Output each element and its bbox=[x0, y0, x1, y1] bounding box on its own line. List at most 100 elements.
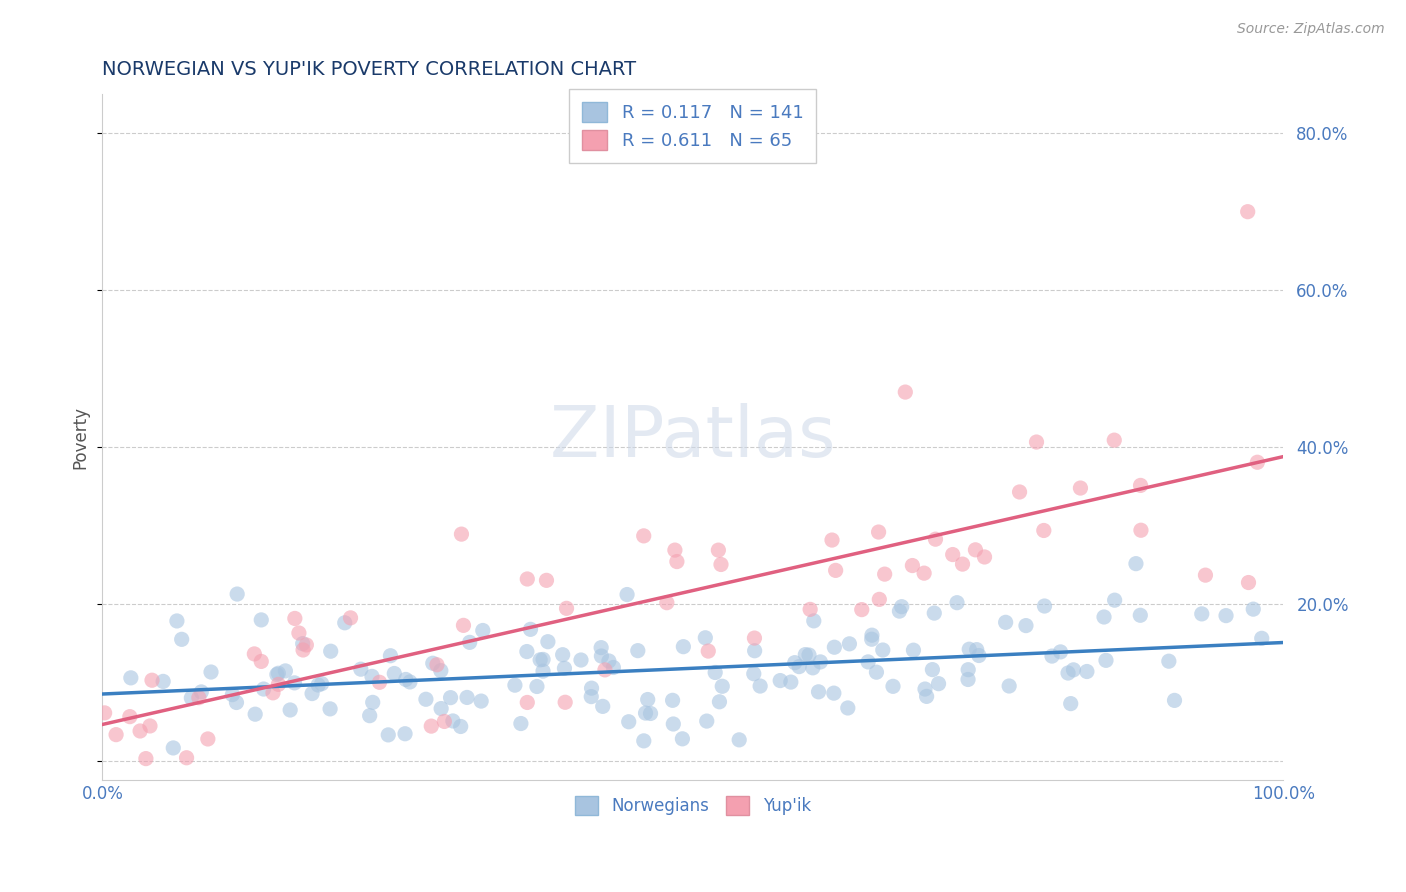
Point bbox=[965, 542, 987, 557]
Point bbox=[516, 696, 538, 710]
Point bbox=[868, 524, 890, 539]
Point bbox=[509, 716, 531, 731]
Point bbox=[704, 665, 727, 680]
Point bbox=[415, 692, 437, 706]
Point bbox=[957, 642, 980, 657]
Point bbox=[797, 648, 820, 662]
Point bbox=[921, 663, 943, 677]
Point bbox=[602, 660, 624, 674]
Point bbox=[710, 558, 733, 572]
Point bbox=[787, 659, 810, 673]
Point bbox=[903, 643, 925, 657]
Point bbox=[292, 643, 315, 657]
Point bbox=[1049, 645, 1071, 659]
Point bbox=[711, 679, 734, 693]
Point bbox=[889, 604, 911, 618]
Point bbox=[661, 693, 683, 707]
Point bbox=[120, 671, 142, 685]
Point bbox=[359, 708, 381, 723]
Point bbox=[274, 664, 297, 678]
Point bbox=[278, 703, 301, 717]
Point bbox=[311, 676, 333, 690]
Point bbox=[1246, 455, 1268, 469]
Point bbox=[250, 655, 273, 669]
Point bbox=[973, 549, 995, 564]
Point bbox=[671, 731, 693, 746]
Point bbox=[1194, 568, 1216, 582]
Point bbox=[93, 706, 115, 720]
Point bbox=[129, 723, 152, 738]
Point bbox=[1163, 693, 1185, 707]
Point bbox=[591, 648, 613, 663]
Point bbox=[529, 653, 551, 667]
Point bbox=[176, 751, 198, 765]
Point bbox=[382, 666, 405, 681]
Point bbox=[728, 732, 751, 747]
Point bbox=[180, 690, 202, 705]
Point bbox=[1057, 666, 1080, 681]
Point bbox=[433, 714, 456, 729]
Point bbox=[190, 685, 212, 699]
Point bbox=[526, 680, 548, 694]
Point bbox=[288, 626, 311, 640]
Point bbox=[994, 615, 1017, 630]
Point bbox=[865, 665, 887, 680]
Point bbox=[915, 690, 938, 704]
Point bbox=[395, 673, 418, 687]
Point bbox=[450, 719, 472, 733]
Point bbox=[928, 676, 950, 690]
Point bbox=[873, 567, 896, 582]
Point bbox=[135, 751, 157, 765]
Point bbox=[821, 533, 844, 547]
Point bbox=[1069, 481, 1091, 495]
Point bbox=[1062, 663, 1084, 677]
Point bbox=[593, 663, 616, 677]
Point bbox=[1237, 575, 1260, 590]
Point bbox=[339, 611, 361, 625]
Point bbox=[924, 532, 946, 546]
Text: Source: ZipAtlas.com: Source: ZipAtlas.com bbox=[1237, 22, 1385, 37]
Point bbox=[592, 699, 614, 714]
Point bbox=[1025, 435, 1047, 450]
Point bbox=[170, 632, 193, 647]
Point bbox=[914, 681, 936, 696]
Point bbox=[152, 674, 174, 689]
Point bbox=[1015, 618, 1038, 632]
Point bbox=[319, 644, 342, 658]
Point bbox=[394, 727, 416, 741]
Point bbox=[516, 644, 538, 658]
Point bbox=[627, 643, 650, 657]
Point bbox=[1129, 523, 1152, 537]
Point bbox=[368, 675, 391, 690]
Point bbox=[851, 602, 873, 616]
Point bbox=[350, 662, 373, 676]
Point bbox=[856, 655, 879, 669]
Point bbox=[551, 648, 574, 662]
Point bbox=[598, 654, 620, 668]
Point bbox=[616, 588, 638, 602]
Point bbox=[882, 679, 904, 693]
Point bbox=[665, 555, 688, 569]
Point bbox=[912, 566, 935, 581]
Point bbox=[319, 702, 342, 716]
Point bbox=[838, 637, 860, 651]
Point bbox=[441, 714, 464, 728]
Point bbox=[967, 648, 990, 663]
Point bbox=[221, 688, 243, 702]
Point bbox=[139, 719, 162, 733]
Point bbox=[197, 731, 219, 746]
Point bbox=[824, 563, 846, 577]
Point bbox=[200, 665, 222, 679]
Point bbox=[957, 663, 980, 677]
Point bbox=[640, 706, 662, 721]
Point bbox=[555, 601, 578, 615]
Point bbox=[617, 714, 640, 729]
Point bbox=[262, 686, 284, 700]
Point bbox=[966, 642, 988, 657]
Point bbox=[162, 740, 184, 755]
Point bbox=[118, 709, 141, 723]
Point bbox=[837, 701, 859, 715]
Point bbox=[1033, 599, 1056, 613]
Point bbox=[783, 656, 806, 670]
Point bbox=[868, 592, 890, 607]
